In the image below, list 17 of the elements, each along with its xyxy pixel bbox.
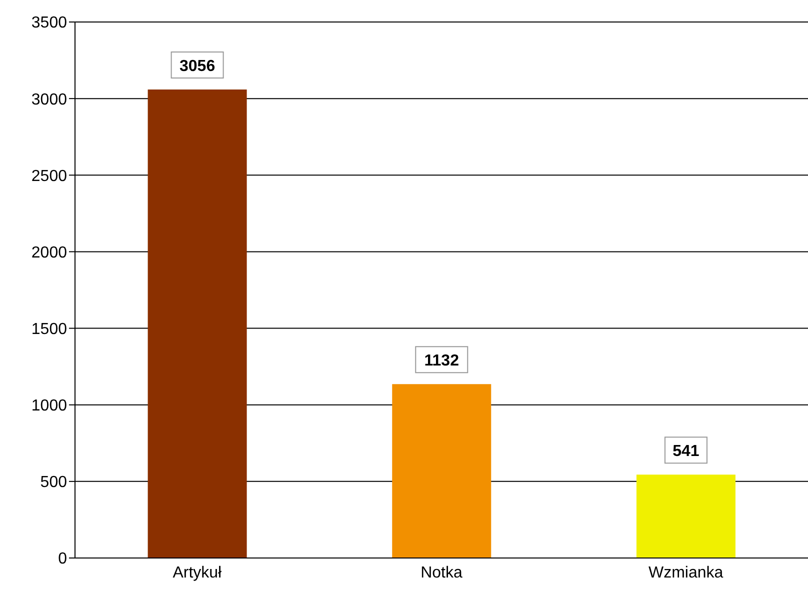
x-tick-label: Artykuł — [172, 564, 222, 582]
x-tick-label: Wzmianka — [648, 564, 724, 582]
y-tick-label: 1500 — [31, 320, 68, 338]
bar — [148, 89, 247, 558]
y-tick-label: 2000 — [31, 244, 68, 262]
bar — [392, 384, 492, 558]
y-tick-label: 0 — [58, 550, 68, 568]
data-label: 1132 — [424, 352, 460, 370]
x-tick-label: Notka — [420, 564, 462, 582]
data-label: 3056 — [180, 58, 216, 75]
y-tick-label: 3500 — [31, 14, 68, 32]
data-label: 541 — [672, 443, 700, 460]
y-tick-label: 2500 — [31, 168, 68, 185]
bar — [636, 474, 736, 558]
y-tick-label: 1000 — [31, 398, 68, 415]
y-tick-label: 3000 — [31, 91, 68, 108]
y-tick-label: 500 — [40, 474, 68, 492]
